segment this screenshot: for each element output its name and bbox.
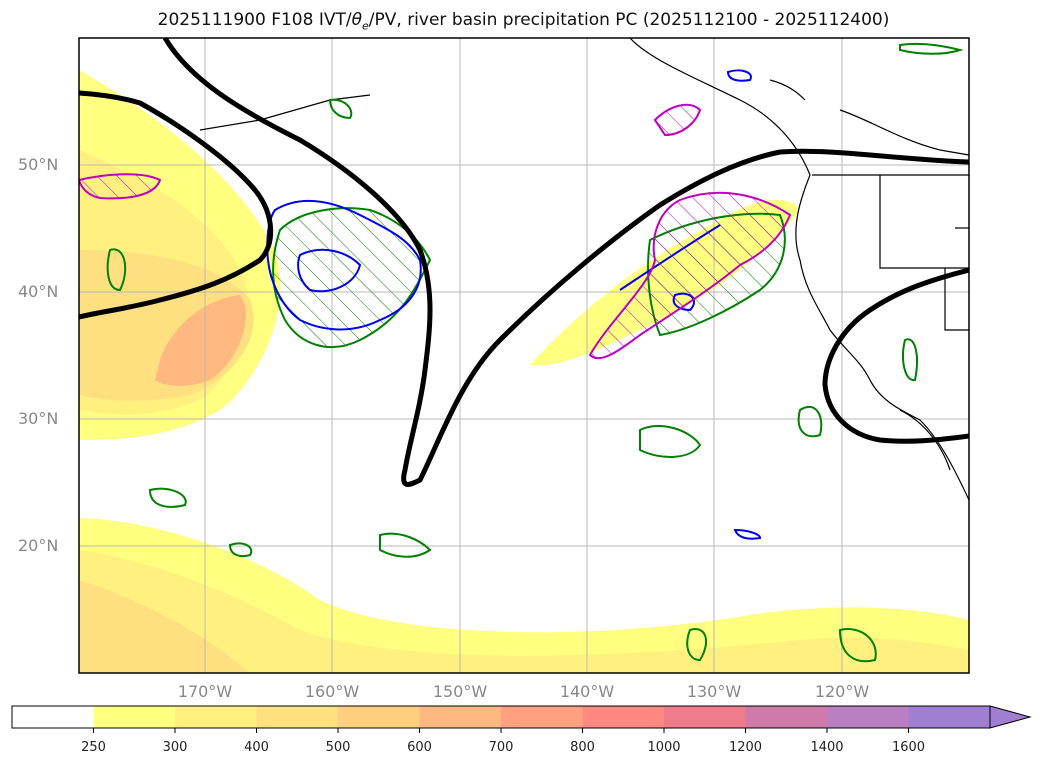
lon-label-140w: 140°W xyxy=(559,682,615,701)
precip-area-magenta xyxy=(588,191,792,360)
colorbar-tick-label: 500 xyxy=(325,740,351,755)
colorbar-tick-label: 300 xyxy=(162,740,188,755)
precip-area-central xyxy=(272,207,432,349)
colorbar-tick-label: 1600 xyxy=(891,740,926,755)
precip-magenta-ne xyxy=(653,103,702,137)
colorbar-segment xyxy=(93,706,175,728)
lat-label-40: 40°N xyxy=(18,282,59,301)
colorbar-segment xyxy=(256,706,338,728)
colorbar-segment xyxy=(12,706,94,728)
precip-magenta-nw xyxy=(79,173,162,200)
lon-label-150w: 150°W xyxy=(432,682,488,701)
colorbar-tick-label: 800 xyxy=(570,740,595,755)
ivt-band-south-2 xyxy=(79,550,969,673)
colorbar-segment xyxy=(501,706,583,728)
colorbar-segment xyxy=(582,706,664,728)
colorbar-segment xyxy=(175,706,257,728)
lat-label-30: 30°N xyxy=(18,409,59,428)
ivt-core-north xyxy=(155,295,246,386)
lat-label-50: 50°N xyxy=(18,155,59,174)
lon-label-130w: 130°W xyxy=(686,682,742,701)
colorbar-tick-label: 1400 xyxy=(810,740,844,755)
lat-label-20: 20°N xyxy=(18,536,59,555)
colorbar-segment xyxy=(745,706,827,728)
colorbar-segment xyxy=(338,706,420,728)
colorbar-segment xyxy=(419,706,501,728)
ivt-band-south-3 xyxy=(79,580,250,673)
lon-label-120w: 120°W xyxy=(814,682,870,701)
colorbar-segment xyxy=(908,706,990,728)
colorbar-segment xyxy=(827,706,909,728)
pv-contours xyxy=(79,38,969,487)
colorbar xyxy=(11,705,1032,733)
colorbar-tick-label: 600 xyxy=(407,740,432,755)
map-title: 2025111900 F108 IVT/θe/PV, river basin p… xyxy=(157,10,890,33)
colorbar-tick-label: 1000 xyxy=(647,740,681,755)
colorbar-tick-label: 400 xyxy=(244,740,269,755)
colorbar-tick-label: 700 xyxy=(488,740,514,755)
precip-cells-green xyxy=(106,42,964,663)
lon-label-160w: 160°W xyxy=(304,682,360,701)
colorbar-tick-label: 250 xyxy=(81,740,106,755)
coastlines xyxy=(199,38,969,501)
lon-label-170w: 170°W xyxy=(177,682,233,701)
map-frame xyxy=(78,37,970,674)
colorbar-extend-arrow xyxy=(989,705,1032,729)
colorbar-tick-label: 1200 xyxy=(728,740,763,755)
colorbar-segment xyxy=(664,706,746,728)
